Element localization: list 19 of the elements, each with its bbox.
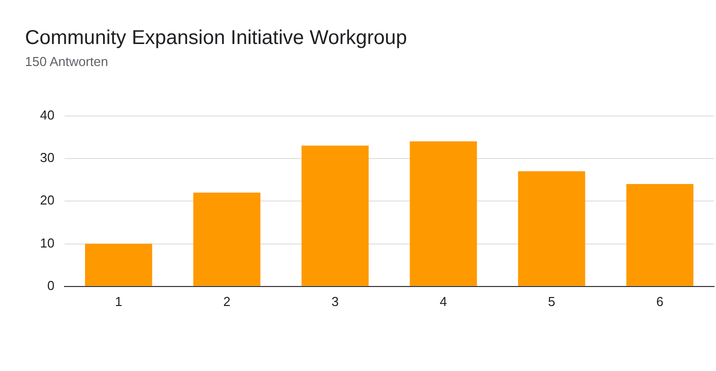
y-tick-label: 20: [40, 192, 54, 208]
x-tick-label: 3: [331, 294, 339, 309]
x-tick-label: 5: [548, 294, 556, 309]
chart-subtitle: 150 Antworten: [25, 54, 108, 69]
y-tick-label: 0: [47, 278, 54, 293]
chart-title: Community Expansion Initiative Workgroup: [25, 27, 408, 50]
bar: [302, 146, 369, 286]
y-tick-label: 40: [40, 107, 54, 122]
bar: [518, 171, 586, 286]
x-tick-label: 6: [656, 294, 664, 309]
bar: [410, 141, 477, 286]
bar: [626, 184, 694, 286]
x-tick-label: 1: [114, 294, 122, 309]
x-tick-label: 2: [223, 294, 230, 309]
x-tick-label: 4: [440, 294, 447, 309]
bar: [193, 192, 260, 286]
y-tick-label: 30: [40, 150, 54, 166]
bar: [85, 244, 152, 286]
y-tick-label: 10: [40, 235, 54, 250]
